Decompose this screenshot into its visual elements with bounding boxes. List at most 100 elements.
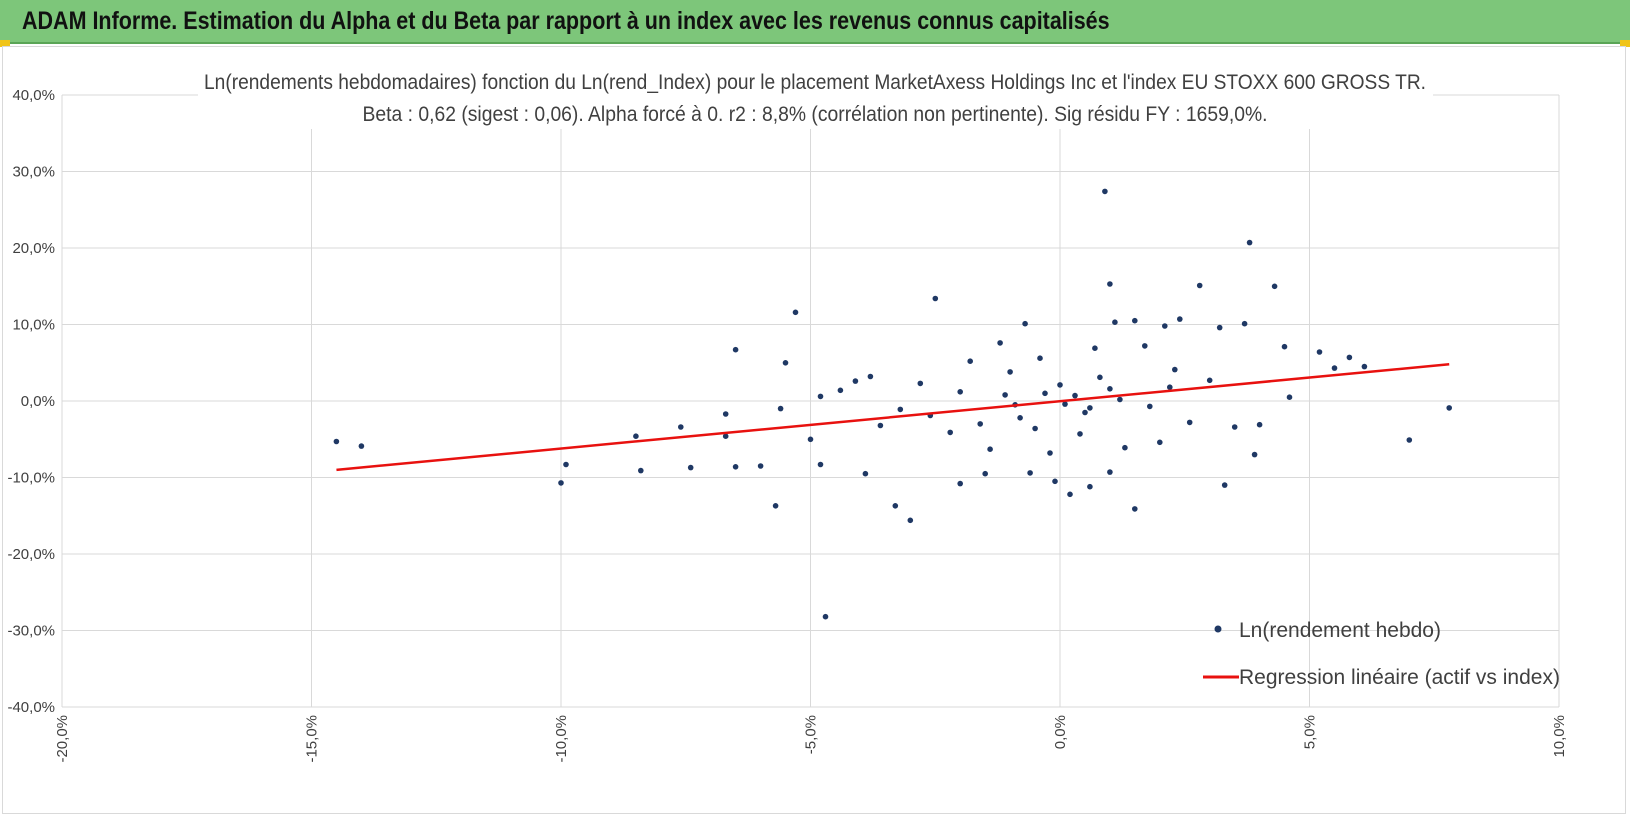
chart-title-line-1: Ln(rendements hebdomadaires) fonction du…	[204, 71, 1426, 94]
y-tick-label: -10,0%	[7, 470, 55, 487]
scatter-point	[1047, 450, 1053, 456]
scatter-point	[1057, 382, 1063, 388]
y-tick-label: 10,0%	[12, 317, 55, 334]
scatter-point	[1177, 316, 1183, 322]
scatter-point	[1241, 320, 1248, 327]
scatter-point	[837, 387, 844, 394]
scatter-point	[982, 470, 988, 477]
scatter-point	[862, 470, 869, 477]
scatter-point	[1167, 384, 1173, 391]
scatter-point	[1251, 451, 1258, 458]
scatter-point	[1281, 343, 1288, 350]
scatter-point	[1331, 365, 1338, 371]
scatter-point	[1092, 345, 1098, 352]
title-background	[198, 65, 1433, 129]
scatter-point	[852, 378, 859, 384]
y-tick-label: 0,0%	[21, 393, 55, 410]
scatter-point	[1082, 409, 1088, 416]
scatter-point	[977, 421, 983, 427]
scatter-point	[957, 389, 963, 395]
scatter-point	[563, 461, 569, 468]
scatter-point	[358, 443, 365, 449]
scatter-point	[1007, 369, 1013, 375]
scatter-point	[1216, 324, 1223, 331]
scatter-point	[792, 309, 799, 316]
scatter-point	[1361, 363, 1368, 370]
scatter-point	[1346, 354, 1353, 361]
x-tick-label: 5,0%	[1302, 715, 1319, 749]
scatter-point	[1286, 394, 1293, 401]
x-tick-label: -10,0%	[553, 715, 570, 763]
scatter-point	[1087, 405, 1093, 411]
x-tick-label: 0,0%	[1052, 715, 1069, 749]
scatter-point	[1246, 239, 1253, 246]
scatter-point	[1256, 421, 1263, 428]
scatter-point	[967, 358, 973, 365]
regression-line-group	[336, 363, 1450, 472]
x-tick-label: -15,0%	[304, 715, 321, 763]
scatter-point	[722, 433, 729, 440]
scatter-point	[932, 295, 939, 302]
scatter-point	[867, 373, 874, 380]
scatter-point	[1172, 366, 1178, 373]
scatter-point	[1157, 439, 1163, 446]
grid	[61, 94, 1560, 708]
scatter-point	[1072, 392, 1078, 399]
scatter-point	[1052, 478, 1058, 485]
scatter-point	[877, 422, 884, 429]
scatter-point	[1196, 282, 1203, 289]
scatter-point	[757, 463, 764, 469]
scatter-point	[987, 446, 993, 453]
scatter-point	[1002, 392, 1008, 398]
y-tick-label: -20,0%	[7, 546, 55, 563]
scatter-point	[633, 433, 639, 440]
scatter-point	[997, 340, 1003, 346]
x-tick-label: -5,0%	[803, 715, 820, 754]
scatter-point	[678, 424, 684, 430]
scatter-point	[1316, 349, 1323, 355]
scatter-point	[1122, 444, 1128, 451]
scatter-point	[558, 480, 564, 486]
legend-label-line: Regression linéaire (actif vs index)	[1239, 666, 1560, 689]
chart-area: Ln(rendements hebdomadaires) fonction du…	[2, 46, 1626, 814]
scatter-point	[772, 503, 779, 509]
scatter-point	[1231, 424, 1238, 430]
scatter-point	[1112, 319, 1118, 326]
x-tick-label: 10,0%	[1551, 715, 1568, 758]
regression-line	[336, 363, 1450, 472]
scatter-point	[957, 480, 963, 487]
scatter-point	[822, 613, 829, 620]
scatter-point	[1062, 401, 1068, 407]
report-title: ADAM Informe. Estimation du Alpha et du …	[22, 7, 1110, 35]
scatter-point	[1017, 415, 1023, 421]
scatter-point	[1102, 188, 1108, 195]
scatter-point	[1022, 320, 1028, 327]
scatter-point	[638, 467, 644, 474]
chart-title-line-2: Beta : 0,62 (sigest : 0,06). Alpha forcé…	[363, 103, 1268, 126]
scatter-point	[807, 436, 814, 443]
y-tick-label: 30,0%	[12, 164, 55, 181]
scatter-point	[1406, 437, 1413, 443]
scatter-point	[1117, 396, 1123, 403]
banner-corner-right	[1620, 40, 1630, 47]
scatter-point	[1162, 323, 1168, 329]
scatter-point	[1446, 405, 1452, 411]
legend: Ln(rendement hebdo) Regression linéaire …	[1203, 619, 1560, 689]
scatter-point	[917, 380, 924, 387]
scatter-point	[897, 406, 904, 413]
y-tick-label: 20,0%	[12, 240, 55, 257]
scatter-point	[817, 393, 824, 400]
x-tick-label: -20,0%	[54, 715, 71, 763]
scatter-point	[722, 411, 729, 417]
scatter-point	[1271, 283, 1278, 290]
scatter-point	[1186, 419, 1193, 426]
scatter-point	[1107, 469, 1113, 475]
scatter-point	[892, 503, 899, 509]
chart-title: Ln(rendements hebdomadaires) fonction du…	[198, 65, 1433, 129]
banner-corner-left	[0, 40, 10, 47]
scatter-point	[907, 517, 914, 524]
scatter-point	[1147, 403, 1153, 410]
scatter-point	[1097, 374, 1103, 381]
scatter-point	[777, 405, 784, 412]
scatter-point	[1107, 281, 1113, 287]
